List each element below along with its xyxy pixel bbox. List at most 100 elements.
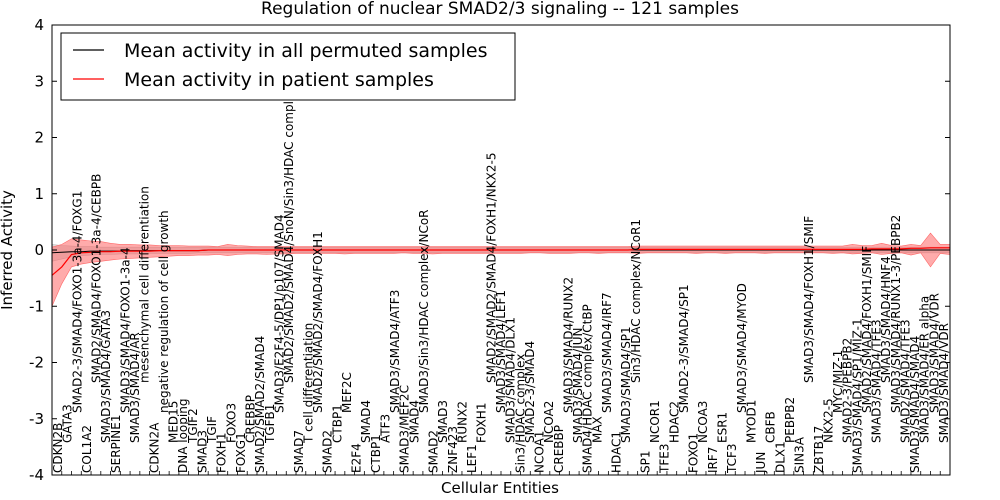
x-tick-label: CBFB <box>764 411 778 443</box>
x-tick-label: FOXH1 <box>475 403 489 443</box>
y-tick-label: 4 <box>34 16 44 34</box>
x-tick-label: ZBTB17 <box>812 426 826 473</box>
x-tick-label: SMAD3/SMAD4/VDR <box>937 323 951 443</box>
x-tick-label: SMAD2 <box>427 430 441 473</box>
x-tick-label: COL1A2 <box>80 425 94 473</box>
x-tick-label: SMAD3/SMAD4/MYOD <box>735 283 749 413</box>
x-tick-label: CDKN2A <box>147 422 161 473</box>
x-tick-label: E2F4 <box>350 443 364 473</box>
x-tick-label: DNA looping <box>176 399 190 473</box>
x-tick-label: SMAD2-3/SMAD4/SP1 <box>677 284 691 413</box>
series-line-patient <box>51 247 950 276</box>
x-tick-label: SMAD3/E2F4-5/DP1/p107/SMAD4 <box>273 214 287 413</box>
y-axis-ticks: -4 -3 -2 -1 0 1 2 3 4 <box>29 16 950 484</box>
x-tick-label: SMAD2 <box>321 430 335 473</box>
x-tick-label: FOXO1 <box>687 433 701 473</box>
y-tick-label: -1 <box>29 297 44 315</box>
x-tick-label: JUN <box>754 452 768 474</box>
x-tick-label: CTBP1 <box>330 404 344 443</box>
x-tick-label: ATF3 <box>378 414 392 443</box>
x-tick-label: SMAD7 <box>292 430 306 473</box>
x-tick-label: SMAD2/SMAD4/TFE3 <box>899 319 913 443</box>
x-tick-label: SMAD2/SMAD4/FOXO1-3a-4/CEBPB <box>90 174 104 383</box>
x-tick-label: DLX1 <box>773 441 787 473</box>
x-tick-label: mesenchymal cell differentiation <box>138 186 152 383</box>
x-tick-label: SMAD2/SMAD4/FOXH1/SMIF <box>860 246 874 413</box>
x-tick-label: TGIF2 <box>186 408 200 444</box>
x-tick-label: SMAD3/SMAD4/TFE3 <box>870 319 884 443</box>
x-tick-label: CREBBP <box>552 425 566 473</box>
x-tick-label: SMAD2/SMAD2/SMAD4/FOXH1 <box>311 231 325 413</box>
x-tick-label: MEF2C <box>340 372 354 413</box>
x-tick-label: ZNF423 <box>446 426 460 473</box>
x-tick-label: NCOA3 <box>696 401 710 443</box>
x-tick-label: SIN3A <box>793 436 807 473</box>
x-tick-label: MED15 <box>167 401 181 443</box>
x-tick-label: CDKN2B <box>51 423 65 473</box>
x-tick-label: Sin3/HDAC complex <box>513 354 527 473</box>
x-tick-label: TGFB1 <box>263 404 277 444</box>
x-tick-label: SMAD2-3/PEBPB2 <box>841 338 855 443</box>
x-tick-label: MYC/MIZ-1 <box>831 350 845 413</box>
x-tick-label: MAX <box>590 416 604 443</box>
y-tick-label: -2 <box>29 354 44 372</box>
x-tick-label: SMAD4 <box>407 400 421 443</box>
y-tick-label: -3 <box>29 410 44 428</box>
x-tick-label: PEBPB2 <box>783 397 797 443</box>
y-tick-label: 0 <box>34 241 44 259</box>
x-tick-label: SP1 <box>639 451 653 474</box>
x-tick-label: SMAD3/MEF2C <box>398 385 412 473</box>
x-tick-label: CREBBP <box>244 395 258 443</box>
legend-label-patient: Mean activity in patient samples <box>124 69 434 91</box>
x-tick-label: TCF3 <box>725 443 739 474</box>
x-tick-label: HDAC1 <box>610 431 624 473</box>
plot-frame <box>51 24 951 476</box>
x-tick-label: SMAD3/SMAD4/LEF1 <box>494 290 508 413</box>
x-tick-label: LEF1 <box>465 444 479 473</box>
x-tick-label: SMAD3/SMAD4/VDR <box>927 293 941 413</box>
x-tick-label: SMAD3/SMAD4/RUNX1-3/PEBPB2 <box>889 215 903 413</box>
x-tick-label: SMAD2/SMAD2/SMAD4/SnoN/Sin3/HDAC complex… <box>282 50 296 383</box>
x-tick-label: GATA3 <box>61 404 75 443</box>
y-axis-title: Inferred Activity <box>0 190 16 310</box>
x-tick-label: SMAD2-3/SMAD4 <box>523 341 537 443</box>
y-tick-label: -4 <box>29 466 44 484</box>
x-tick-label: TGIF <box>205 416 219 444</box>
x-tick-label: SMAD4/HDAC complex/CtBP <box>581 304 595 473</box>
x-tick-label: SMAD3/SMAD4/HNF4 <box>879 256 893 383</box>
x-tick-label: SMAD4 <box>359 400 373 443</box>
chart-title: Regulation of nuclear SMAD2/3 signaling … <box>261 0 739 19</box>
x-tick-label: MYOD1 <box>744 400 758 443</box>
x-tick-label: FOXG1 <box>234 432 248 473</box>
x-tick-label: NCOA1 <box>533 431 547 473</box>
x-tick-label: SMAD3/SMAD4/AR <box>128 332 142 443</box>
x-tick-label: IRF7 <box>706 447 720 473</box>
x-tick-label: SMAD2/SMAD2/SMAD4/FOXH1/NKX2-5 <box>484 153 498 383</box>
x-tick-label: SMAD3/SMAD4/SP1 <box>619 326 633 443</box>
x-tick-label: CTBP1 <box>369 434 383 473</box>
x-tick-label: SMAD2/SMAD2/SMAD4 <box>253 336 267 473</box>
x-tick-label: SMAD3/SMAD4/IRF7 <box>600 292 614 413</box>
x-tick-label: NCOA2 <box>542 401 556 443</box>
y-tick-label: 1 <box>34 185 44 203</box>
x-tick-label: Sin3/HDAC complex/NCoR1 <box>629 219 643 383</box>
x-tick-label: SERPINE1 <box>109 414 123 473</box>
x-tick-label: NKX2-5 <box>821 398 835 443</box>
x-tick-label: SMAD3/SMAD4/JUN <box>571 328 585 444</box>
x-axis-tick-labels: CDKN2BGATA3SMAD2-3/SMAD4/FOXO1-3a-4/FOXG… <box>51 50 951 475</box>
x-tick-label: SMAD3/SMAD4/FOXO1-3a-4 <box>118 247 132 413</box>
legend: Mean activity in all permuted samples Me… <box>60 32 516 101</box>
x-tick-label: NCOR1 <box>648 400 662 443</box>
x-tick-label: negative regulation of cell growth <box>157 210 171 413</box>
legend-box <box>60 32 516 101</box>
x-tick-label: HDAC2 <box>667 401 681 443</box>
x-tick-label: SMAD3/SMAD4/SP1/MIZ-1 <box>850 318 864 473</box>
x-tick-label: SMAD3/Sin3/HDAC complex/NCoR <box>417 209 431 413</box>
x-tick-label: SMAD3/SMAD4/ER alpha <box>918 296 932 443</box>
x-tick-label: SMAD3/SMAD4/RUNX2 <box>561 277 575 413</box>
x-tick-label: SMAD3/SMAD4/FOXH1/SMIF <box>802 216 816 383</box>
x-tick-label: ESR1 <box>716 412 730 443</box>
legend-label-permuted: Mean activity in all permuted samples <box>124 40 487 62</box>
y-tick-label: 3 <box>34 72 44 90</box>
x-tick-label: RUNX2 <box>456 401 470 443</box>
